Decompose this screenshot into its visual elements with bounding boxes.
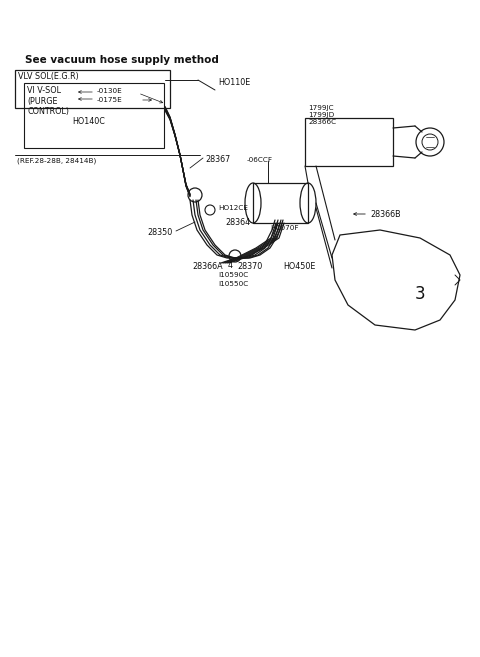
Text: -0130E: -0130E bbox=[97, 88, 123, 94]
Text: See vacuum hose supply method: See vacuum hose supply method bbox=[25, 55, 219, 65]
Text: 28366C: 28366C bbox=[308, 119, 336, 125]
Text: 1799JD: 1799JD bbox=[308, 112, 334, 118]
Text: HO140C: HO140C bbox=[72, 117, 105, 126]
Text: 28366B: 28366B bbox=[370, 210, 401, 219]
Text: 28350: 28350 bbox=[147, 228, 172, 237]
Text: -0175E: -0175E bbox=[97, 97, 123, 103]
Text: HO12CE: HO12CE bbox=[218, 205, 248, 211]
Text: VI V-SOL: VI V-SOL bbox=[27, 86, 61, 95]
Text: VLV SOL(E.G.R): VLV SOL(E.G.R) bbox=[18, 72, 79, 81]
Text: I10590C: I10590C bbox=[218, 272, 248, 278]
Text: 28366A: 28366A bbox=[192, 262, 223, 271]
Text: 1799JC: 1799JC bbox=[308, 105, 334, 111]
Text: 28364: 28364 bbox=[225, 218, 250, 227]
Text: -06CCF: -06CCF bbox=[247, 157, 273, 163]
Text: 28370: 28370 bbox=[237, 262, 262, 271]
Text: (REF.28-28B, 28414B): (REF.28-28B, 28414B) bbox=[17, 158, 96, 164]
Text: CONTROL): CONTROL) bbox=[27, 107, 69, 116]
Text: 4: 4 bbox=[228, 261, 233, 270]
Text: HO450E: HO450E bbox=[283, 262, 315, 271]
Text: (PURGE: (PURGE bbox=[27, 97, 58, 106]
Text: I10550C: I10550C bbox=[218, 281, 248, 287]
Text: HC070F: HC070F bbox=[270, 225, 299, 231]
Text: 28367: 28367 bbox=[205, 155, 230, 164]
Text: 3: 3 bbox=[415, 285, 426, 303]
Text: HO110E: HO110E bbox=[218, 78, 250, 87]
